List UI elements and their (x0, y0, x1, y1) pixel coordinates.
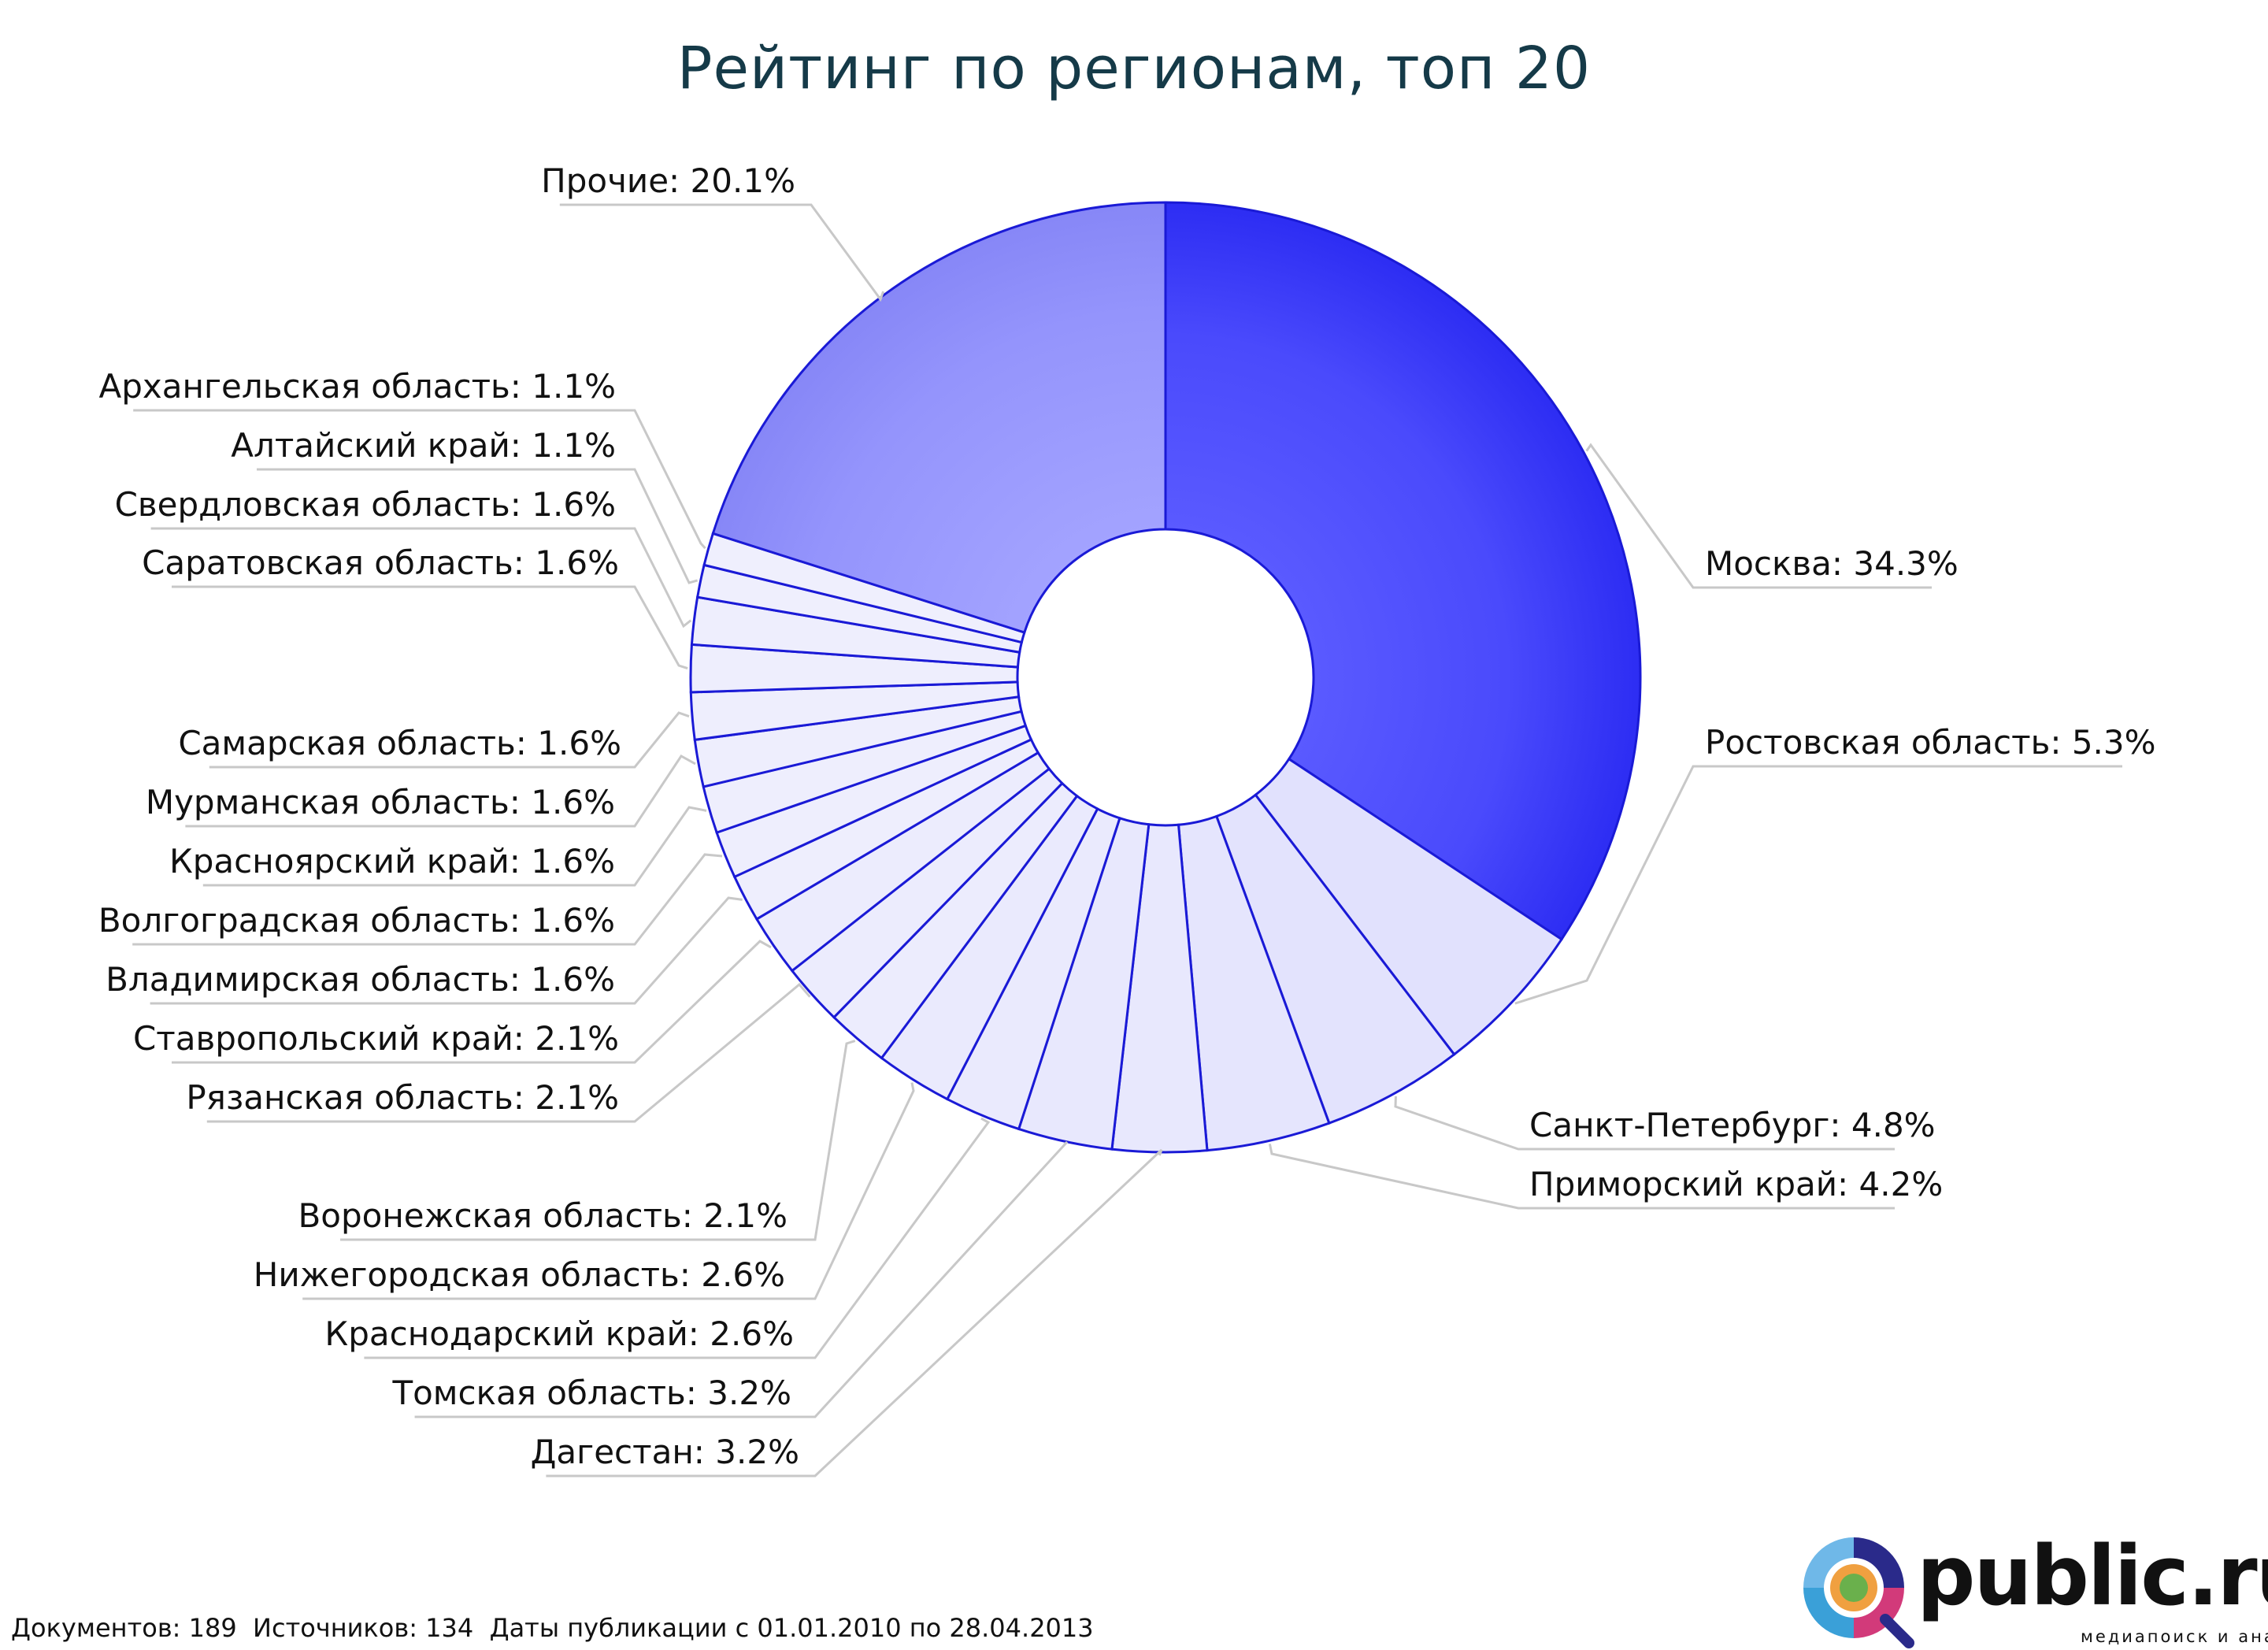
logo-mark-icon (1803, 1537, 1914, 1648)
slice-label-12: Владимирская область: 1.6% (106, 960, 615, 999)
slice-label-14: Красноярский край: 1.6% (169, 842, 615, 881)
leader-line-19 (257, 468, 699, 584)
leader-lines-group (132, 203, 2122, 1478)
leader-line-15 (185, 755, 696, 828)
slice-label-21: Прочие: 20.1% (541, 161, 795, 200)
leader-line-12 (150, 896, 743, 1005)
publicru-logo[interactable]: public.ru медиапоиск и анализ (1797, 1528, 2268, 1648)
leader-line-7 (364, 1117, 991, 1359)
slice-label-13: Волгоградская область: 1.6% (98, 901, 615, 940)
leader-line-2 (1514, 765, 2122, 1005)
slice-label-9: Воронежская область: 2.1% (298, 1196, 788, 1235)
leader-line-20 (133, 409, 706, 550)
logo-wordmark: public.ru (1917, 1528, 2268, 1624)
leader-line-10 (206, 982, 811, 1123)
leader-line-3 (1394, 1096, 1895, 1151)
leader-line-18 (150, 527, 692, 628)
chart-title: Рейтинг по регионам, топ 20 (676, 35, 1592, 102)
footer-stats: Документов: 189 Источников: 134 Даты пуб… (11, 1613, 1094, 1643)
leader-line-9 (340, 1040, 856, 1241)
slice-label-18: Свердловская область: 1.6% (115, 485, 616, 524)
slice-label-8: Нижегородская область: 2.6% (254, 1255, 785, 1294)
slice-label-2: Ростовская область: 5.3% (1705, 723, 2156, 762)
logo-tagline: медиапоиск и анализ (2081, 1627, 2268, 1646)
slice-label-4: Приморский край: 4.2% (1529, 1165, 1943, 1203)
slice-label-17: Саратовская область: 1.6% (142, 543, 619, 582)
leader-line-13 (132, 853, 723, 946)
slice-label-7: Краснодарский край: 2.6% (324, 1314, 794, 1353)
slice-label-20: Архангельская область: 1.1% (99, 367, 616, 406)
leader-line-6 (414, 1140, 1069, 1418)
slice-label-5: Дагестан: 3.2% (531, 1433, 799, 1471)
leader-line-4 (1268, 1144, 1895, 1210)
leader-line-1 (1585, 443, 1932, 589)
slice-label-10: Рязанская область: 2.1% (186, 1078, 619, 1117)
leader-line-17 (172, 585, 688, 669)
slice-label-15: Мурманская область: 1.6% (146, 783, 615, 821)
slice-label-1: Москва: 34.3% (1705, 544, 1959, 583)
leader-line-14 (202, 806, 707, 887)
slice-label-3: Санкт-Петербург: 4.8% (1529, 1106, 1936, 1144)
leader-line-16 (209, 711, 690, 769)
slice-label-6: Томская область: 3.2% (391, 1374, 791, 1412)
slice-1 (1164, 201, 1642, 941)
leader-line-11 (172, 940, 772, 1064)
leader-line-21 (559, 203, 885, 302)
slice-label-11: Ставропольский край: 2.1% (133, 1019, 619, 1058)
slices-group (689, 201, 1642, 1154)
leader-line-8 (302, 1082, 915, 1300)
labels-group: Москва: 34.3% Ростовская область: 5.3% Сан… (98, 161, 2156, 1471)
leader-line-5 (546, 1148, 1163, 1478)
slice-label-16: Самарская область: 1.6% (178, 724, 621, 762)
slice-label-19: Алтайский край: 1.1% (231, 426, 616, 465)
slice-21 (711, 201, 1167, 634)
